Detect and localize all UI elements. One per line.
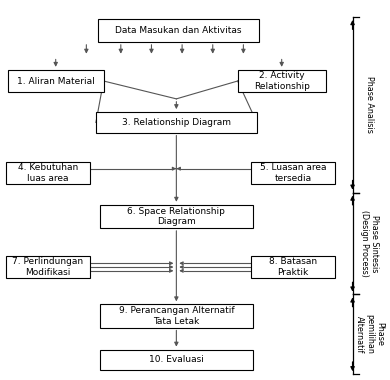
Text: 2. Activity
Relationship: 2. Activity Relationship <box>254 71 310 91</box>
FancyBboxPatch shape <box>6 256 90 278</box>
Text: Data Masukan dan Aktivitas: Data Masukan dan Aktivitas <box>115 26 241 35</box>
Text: Phase Analisis: Phase Analisis <box>365 76 374 133</box>
Text: 7. Perlindungan
Modifikasi: 7. Perlindungan Modifikasi <box>12 257 83 277</box>
FancyBboxPatch shape <box>238 70 326 92</box>
Text: 5. Luasan area
tersedia: 5. Luasan area tersedia <box>260 163 326 183</box>
Text: 9. Perancangan Alternatif
Tata Letak: 9. Perancangan Alternatif Tata Letak <box>119 306 234 326</box>
FancyBboxPatch shape <box>98 19 259 42</box>
FancyBboxPatch shape <box>96 112 257 133</box>
FancyBboxPatch shape <box>6 162 90 184</box>
Text: 1. Aliran Material: 1. Aliran Material <box>17 76 95 86</box>
Text: Phase Sintesis
(Design Process): Phase Sintesis (Design Process) <box>360 210 379 277</box>
Text: Phase
pemilihan
Alternatif: Phase pemilihan Alternatif <box>355 314 385 354</box>
FancyBboxPatch shape <box>251 162 335 184</box>
FancyBboxPatch shape <box>100 205 253 228</box>
Text: 6. Space Relationship
Diagram: 6. Space Relationship Diagram <box>128 207 225 226</box>
FancyBboxPatch shape <box>251 256 335 278</box>
Text: 3. Relationship Diagram: 3. Relationship Diagram <box>122 118 231 127</box>
Text: 8. Batasan
Praktik: 8. Batasan Praktik <box>269 257 317 277</box>
FancyBboxPatch shape <box>8 70 104 92</box>
FancyBboxPatch shape <box>100 304 253 328</box>
FancyBboxPatch shape <box>100 350 253 370</box>
Text: 10. Evaluasi: 10. Evaluasi <box>149 355 204 364</box>
Text: 4. Kebutuhan
luas area: 4. Kebutuhan luas area <box>18 163 78 183</box>
